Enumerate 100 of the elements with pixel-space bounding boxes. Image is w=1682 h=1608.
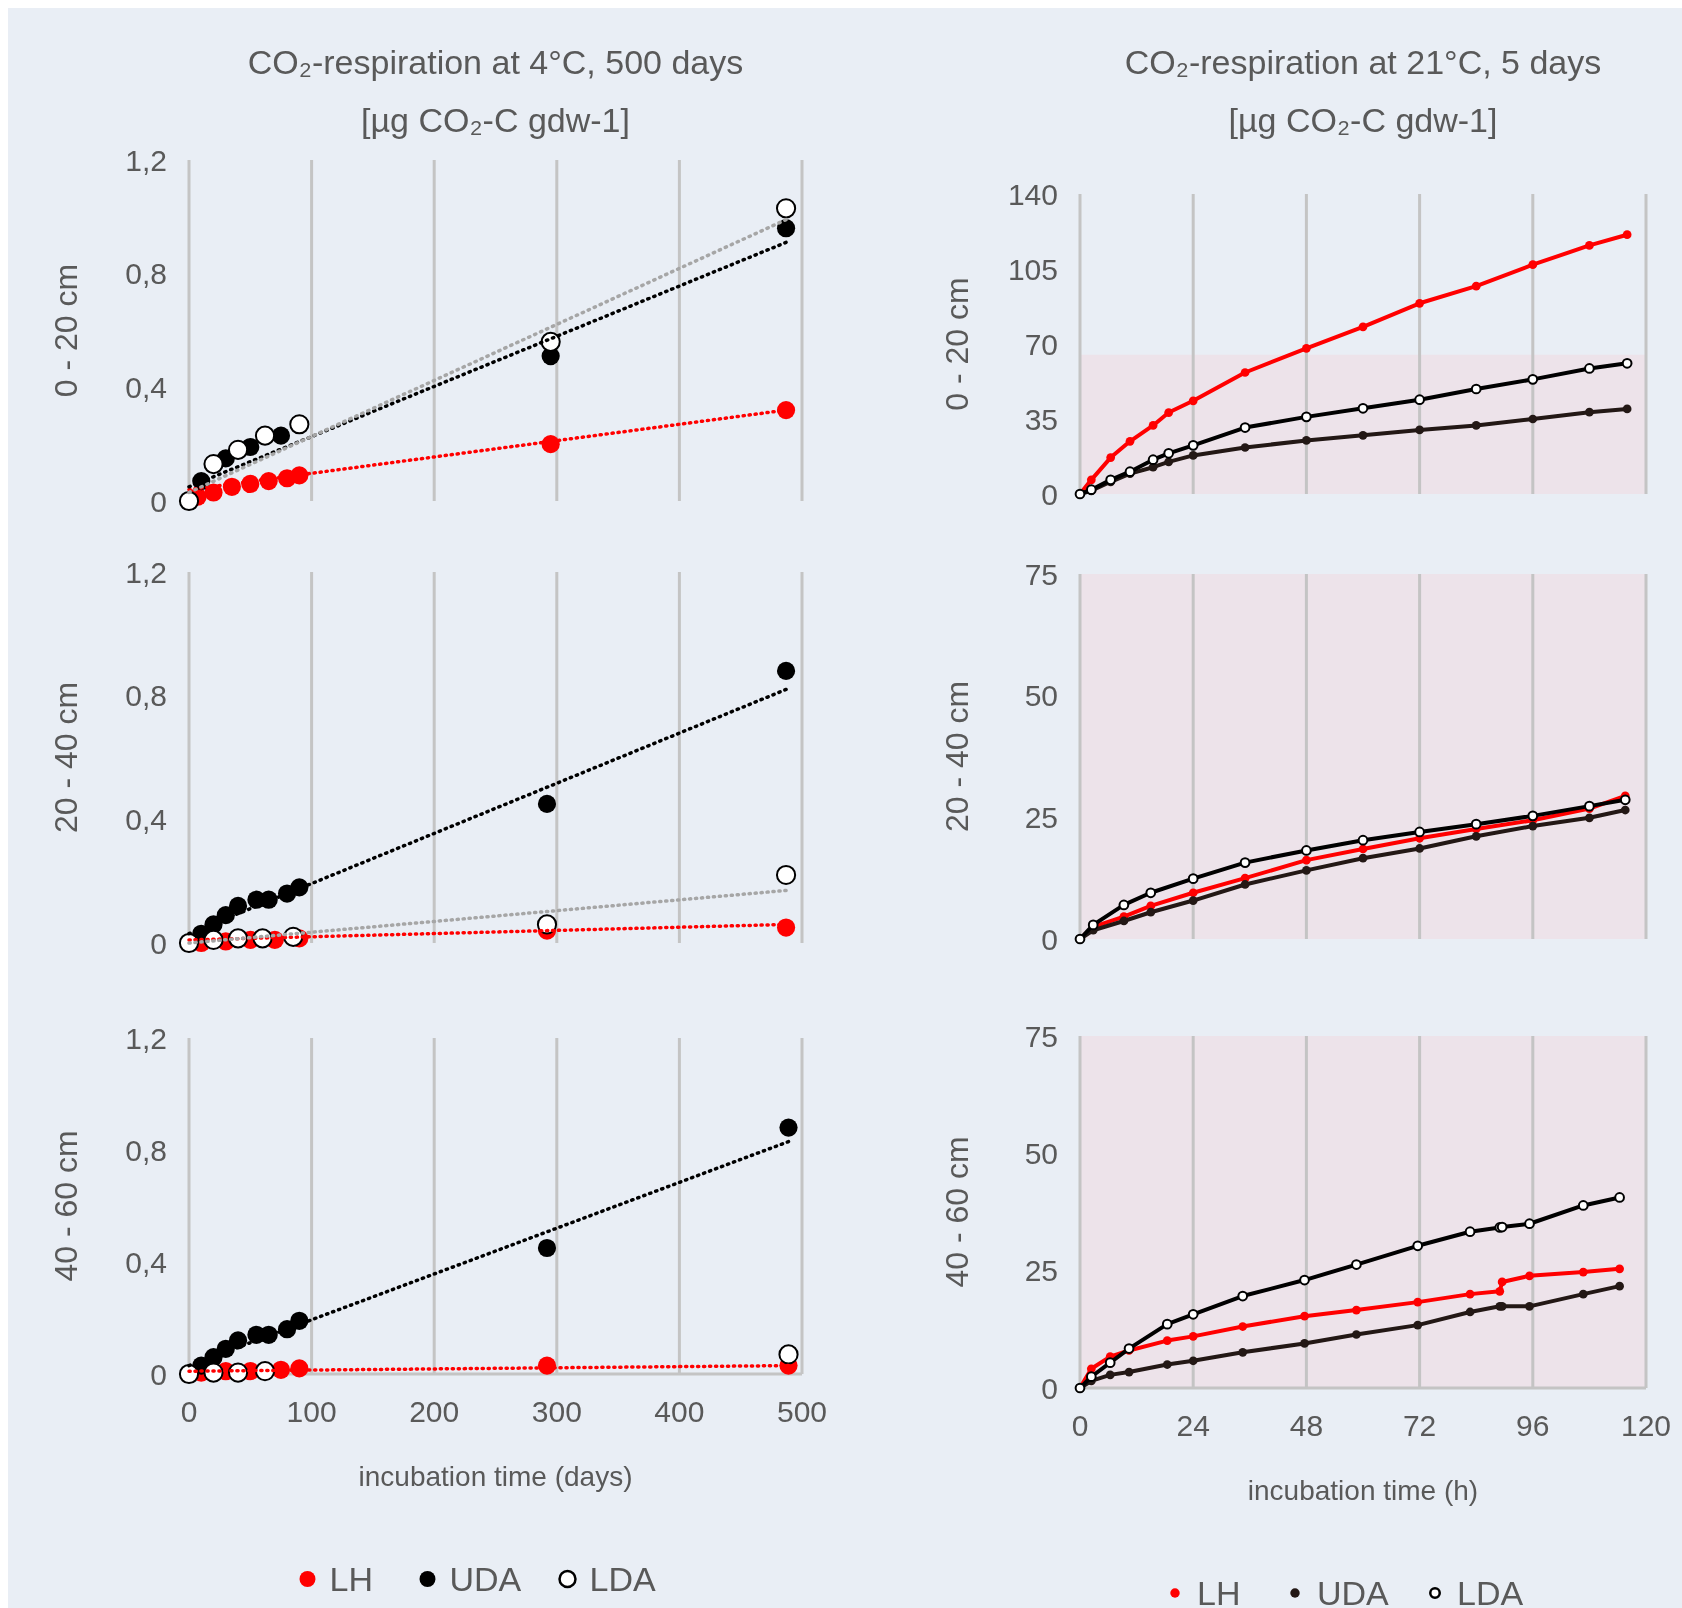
point	[1414, 826, 1425, 838]
point	[1615, 1264, 1624, 1274]
point	[1104, 1357, 1116, 1369]
point	[1299, 1274, 1310, 1286]
point	[1237, 1290, 1249, 1302]
y-axis-title: 0 - 20 cm	[48, 263, 84, 398]
y-tick-label: 0,8	[125, 257, 167, 291]
x-tick-label: 100	[286, 1395, 337, 1428]
point	[776, 219, 796, 238]
point	[1584, 800, 1595, 812]
point	[1145, 887, 1157, 899]
point	[1187, 1308, 1199, 1320]
point	[1300, 1339, 1309, 1348]
y-tick-label: 0	[150, 484, 167, 518]
point	[1188, 1356, 1198, 1366]
y-tick-label: 140	[1007, 177, 1058, 211]
x-tick-label: 0	[180, 1395, 198, 1428]
y-tick-label: 25	[1024, 800, 1058, 834]
chart-title: CO₂-respiration at 21°C, 5 days	[1124, 43, 1602, 81]
point	[775, 198, 797, 219]
point	[1615, 1281, 1624, 1291]
y-tick-label: 0,4	[125, 802, 167, 836]
chart-subtitle: [µg CO₂-C gdw-1]	[1228, 101, 1498, 139]
point	[1525, 1301, 1534, 1311]
y-tick-label: 25	[1024, 1254, 1058, 1288]
point	[1578, 1267, 1588, 1277]
point	[1118, 899, 1130, 911]
point	[537, 1238, 557, 1258]
point	[1162, 1336, 1172, 1345]
legend-label: LH	[1197, 1573, 1241, 1608]
point	[1495, 1286, 1505, 1296]
point	[1238, 1322, 1248, 1331]
legend-label: LDA	[1457, 1573, 1524, 1608]
legend-label: LDA	[589, 1559, 656, 1598]
point	[1163, 447, 1175, 459]
point	[1619, 794, 1631, 806]
point	[778, 1344, 799, 1365]
point	[1585, 813, 1594, 823]
point	[1188, 888, 1198, 898]
point	[1300, 1311, 1309, 1321]
point	[1124, 1367, 1134, 1377]
point	[779, 1118, 798, 1137]
point	[1413, 1320, 1423, 1330]
y-tick-label: 0	[150, 1357, 167, 1391]
point	[1302, 343, 1311, 353]
y-tick-label: 0,8	[125, 1133, 167, 1167]
point	[1614, 1192, 1625, 1203]
point	[1240, 880, 1250, 889]
point	[1470, 383, 1482, 395]
point	[289, 414, 310, 435]
chart-subtitle: [µg CO₂-C gdw-1]	[361, 101, 630, 139]
point	[1302, 436, 1311, 445]
point	[1148, 421, 1158, 430]
point	[1357, 402, 1369, 414]
point	[1622, 230, 1632, 240]
point	[537, 794, 557, 813]
x-tick-label: 72	[1402, 1409, 1437, 1442]
point	[1188, 396, 1198, 406]
point	[1585, 241, 1594, 250]
point	[1357, 834, 1369, 846]
point	[1188, 896, 1198, 905]
point	[1415, 425, 1424, 435]
point	[1119, 916, 1129, 926]
point	[1106, 453, 1116, 462]
x-tick-label: 300	[531, 1395, 582, 1428]
y-tick-label: 75	[1024, 1019, 1058, 1053]
x-tick-label: 96	[1516, 1409, 1550, 1442]
point	[1240, 443, 1250, 452]
point	[1239, 422, 1251, 433]
point	[1528, 260, 1538, 270]
point	[1188, 451, 1198, 460]
point	[1578, 1289, 1588, 1299]
x-tick-label: 500	[776, 1395, 828, 1428]
legend-label: UDA	[449, 1559, 522, 1598]
point	[1302, 855, 1311, 865]
y-tick-label: 1,2	[125, 555, 167, 589]
point	[775, 864, 797, 886]
point	[1528, 821, 1538, 831]
point	[1497, 1277, 1507, 1287]
y-tick-label: 1,2	[125, 143, 167, 177]
point	[1161, 1318, 1173, 1330]
point	[1352, 1305, 1361, 1315]
point	[1301, 845, 1312, 856]
y-tick-label: 50	[1024, 1136, 1058, 1170]
point	[1528, 414, 1538, 424]
point	[1147, 454, 1159, 466]
point	[1622, 404, 1632, 414]
point	[1105, 1370, 1115, 1380]
y-tick-label: 0	[1041, 922, 1058, 956]
point	[1085, 1371, 1097, 1383]
point	[1471, 831, 1481, 841]
legend-label: LH	[329, 1559, 373, 1598]
point	[1527, 374, 1539, 385]
y-axis-title: 0 - 20 cm	[939, 277, 975, 411]
point	[254, 425, 276, 446]
point	[1352, 1330, 1361, 1339]
y-axis-title: 20 - 40 cm	[939, 680, 975, 833]
point	[1358, 322, 1368, 332]
x-tick-label: 120	[1620, 1409, 1672, 1442]
point	[1358, 853, 1368, 863]
